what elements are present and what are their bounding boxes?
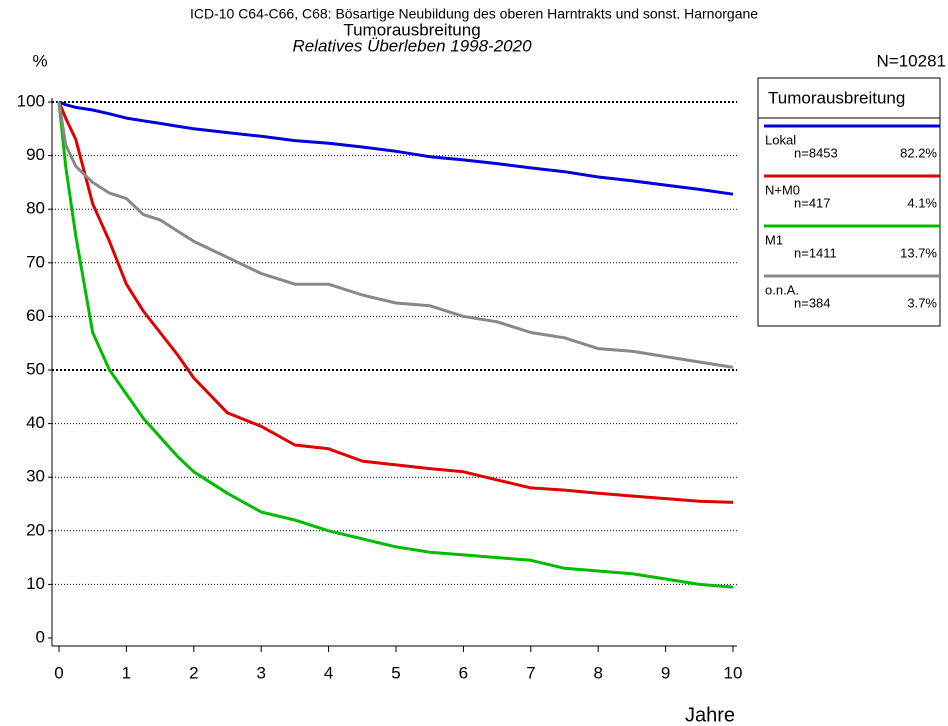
series-line (57, 101, 734, 504)
x-tick-label: 3 (256, 663, 265, 682)
y-tick-label: 70 (26, 252, 45, 271)
y-tick-label: 40 (26, 413, 45, 432)
x-tick-label: 7 (526, 663, 535, 682)
total-count: N=10281 (877, 51, 946, 70)
legend-count: n=1411 (794, 245, 837, 260)
x-tick-label: 4 (324, 663, 333, 682)
legend-label: Lokal (765, 132, 796, 147)
legend-share: 13.7% (900, 245, 937, 260)
legend-share: 82.2% (900, 145, 937, 160)
legend-label: N+M0 (765, 182, 800, 197)
x-tick-label: 10 (724, 663, 743, 682)
legend-share: 3.7% (907, 295, 937, 310)
y-tick-label: 30 (26, 467, 45, 486)
series-line (58, 100, 734, 196)
x-axis-label: Jahre (685, 704, 735, 726)
legend-count: n=8453 (794, 145, 838, 160)
y-tick-label: 10 (26, 574, 45, 593)
x-tick-label: 0 (54, 663, 63, 682)
chart-subtitle: Relatives Überleben 1998-2020 (292, 36, 532, 55)
legend-label: M1 (765, 232, 783, 247)
y-tick-label: 20 (26, 520, 45, 539)
y-tick-label: 50 (26, 359, 45, 378)
y-tick-label: 80 (26, 199, 45, 218)
y-tick-label: 90 (26, 145, 45, 164)
legend-label: o.n.A. (765, 282, 799, 297)
series-line (57, 101, 734, 369)
y-axis-label: % (32, 51, 47, 70)
series-line (57, 101, 734, 589)
x-tick-label: 2 (189, 663, 198, 682)
x-tick-label: 5 (391, 663, 400, 682)
chart-subtitle: Tumorausbreitung (343, 20, 480, 39)
x-tick-label: 8 (593, 663, 602, 682)
x-tick-label: 1 (122, 663, 131, 682)
y-tick-label: 0 (36, 627, 45, 646)
chart-title: ICD-10 C64-C66, C68: Bösartige Neubildun… (190, 6, 758, 22)
x-tick-label: 6 (459, 663, 468, 682)
y-tick-label: 60 (26, 306, 45, 325)
legend-count: n=417 (794, 195, 831, 210)
legend-box (757, 77, 941, 327)
y-tick-label: 100 (17, 91, 45, 110)
legend-title: Tumorausbreitung (768, 88, 905, 107)
legend-count: n=384 (794, 295, 831, 310)
x-tick-label: 9 (661, 663, 670, 682)
legend-share: 4.1% (907, 195, 937, 210)
